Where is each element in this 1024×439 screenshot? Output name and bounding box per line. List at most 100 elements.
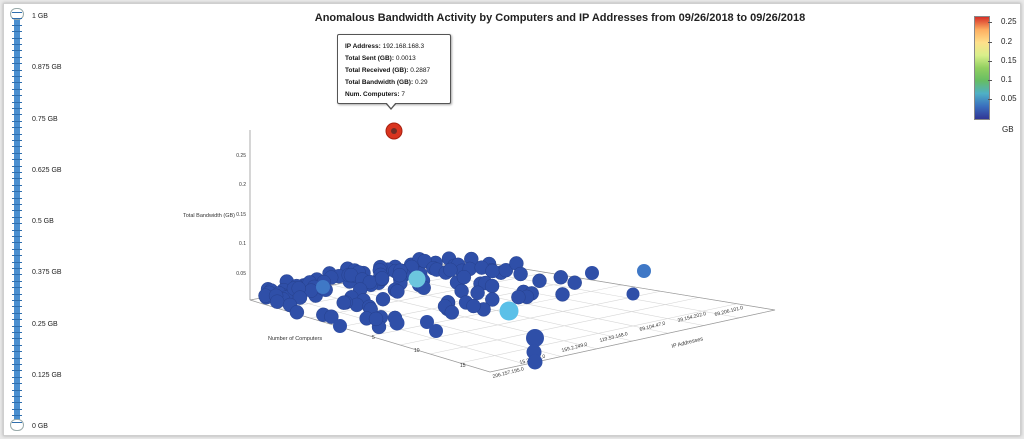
tooltip-sent-value: 0.0013: [395, 55, 416, 62]
data-point: [484, 278, 500, 294]
floor-grid-line: [387, 274, 669, 334]
color-scale-tick: [988, 22, 992, 23]
slider-tick: [12, 82, 22, 84]
slider-tick: [12, 88, 22, 90]
slider-tick: [12, 204, 22, 205]
slider-tick: [12, 255, 22, 257]
data-point: [389, 315, 405, 331]
slider-tick: [12, 24, 22, 26]
y-tick-label: 119.53.148.0: [599, 331, 629, 344]
data-point: [527, 354, 543, 370]
floor-grid-line: [359, 279, 633, 342]
slider-tick: [12, 332, 22, 333]
z-tick-label: 0.2: [239, 182, 246, 188]
slider-tick: [12, 357, 22, 359]
tooltip-bandwidth-value: 0.29: [414, 79, 428, 86]
slider-label: 0.875 GB: [32, 64, 62, 72]
slider-tick: [12, 114, 22, 116]
slider-tick: [12, 370, 22, 372]
slider-tick: [12, 312, 22, 314]
data-point: [429, 324, 443, 338]
slider-tick: [12, 18, 22, 20]
slider-tick: [12, 152, 22, 154]
y-tick-label: 39.154.202.0: [677, 311, 707, 324]
data-point: [532, 273, 547, 288]
data-point: [443, 262, 458, 278]
slider-tick: [12, 293, 22, 295]
tooltip-received-value: 0.2887: [410, 67, 431, 74]
x-tick-label: 5: [372, 335, 375, 341]
slider-tick: [12, 229, 22, 231]
slider-tick: [12, 216, 22, 218]
x-tick-label: 15: [460, 363, 466, 369]
tooltip-sent-label: Total Sent (GB):: [345, 55, 394, 62]
slider-label: 1 GB: [32, 13, 48, 20]
color-scale-tick-label: 0.1: [1001, 75, 1013, 84]
data-point: [289, 305, 305, 320]
slider-tick: [12, 133, 22, 135]
z-tick-label: 0.15: [236, 212, 246, 218]
slider-tick: [12, 389, 22, 391]
data-point: [390, 284, 405, 299]
slider-tick: [12, 31, 22, 33]
data-point: [374, 271, 390, 286]
y-axis-title: IP Addresses: [671, 336, 704, 350]
slider-tick: [12, 140, 22, 141]
slider-tick: [12, 248, 22, 250]
tooltip-ip-label: IP Address:: [345, 43, 381, 50]
slider-tick: [12, 56, 22, 58]
slider-tick: [12, 306, 22, 308]
tooltip-computers-value: 7: [401, 91, 405, 98]
color-scale-tick-label: 0.05: [1001, 94, 1017, 103]
slider-tick: [12, 63, 22, 65]
bandwidth-range-slider[interactable]: [14, 8, 20, 428]
slider-tick: [12, 159, 22, 161]
color-scale-unit: GB: [1002, 125, 1014, 134]
color-scale-bar: [974, 16, 990, 120]
slider-tick: [12, 396, 22, 397]
slider-tick: [12, 127, 22, 129]
color-scale-tick-label: 0.2: [1001, 37, 1013, 46]
tooltip-bandwidth-label: Total Bandwidth (GB):: [345, 79, 414, 86]
slider-label: 0.625 GB: [32, 166, 62, 174]
slider-tick: [12, 197, 22, 199]
color-scale-tick: [988, 42, 992, 43]
tooltip-ip-value: 192.168.168.3: [382, 43, 425, 50]
data-point: [408, 270, 426, 288]
slider-tick: [12, 319, 22, 321]
color-scale-tick: [988, 80, 992, 81]
slider-tick: [12, 101, 22, 103]
slider-tick: [12, 50, 22, 52]
data-point: [333, 319, 347, 333]
tooltip-received-label: Total Received (GB):: [345, 67, 409, 74]
data-point: [511, 290, 526, 305]
slider-tick: [12, 37, 22, 39]
slider-tick: [12, 274, 22, 276]
slider-tick: [12, 223, 22, 225]
slider-tick: [12, 184, 22, 186]
chart-title: Anomalous Bandwidth Activity by Computer…: [314, 12, 806, 24]
slider-tick: [12, 44, 22, 45]
slider-tick: [12, 364, 22, 365]
slider-tick: [12, 383, 22, 385]
data-point: [466, 298, 481, 314]
slider-tick: [12, 338, 22, 340]
slider-tick: [12, 95, 22, 97]
data-point: [499, 301, 519, 321]
data-point: [420, 315, 434, 329]
slider-upper-handle[interactable]: [10, 8, 24, 20]
data-point: [626, 287, 640, 301]
data-point: [368, 311, 384, 327]
data-point: [555, 287, 570, 302]
slider-tick: [12, 344, 22, 346]
data-point: [270, 294, 285, 309]
slider-tick: [12, 287, 22, 289]
slider-tick: [12, 280, 22, 282]
slider-tick: [12, 69, 22, 71]
z-tick-label: 0.05: [236, 271, 246, 277]
data-point: [375, 292, 391, 307]
data-point: [316, 280, 330, 294]
z-axis-title: Total Bandwidth (GB): [183, 213, 235, 219]
slider-label: 0.5 GB: [32, 218, 54, 225]
